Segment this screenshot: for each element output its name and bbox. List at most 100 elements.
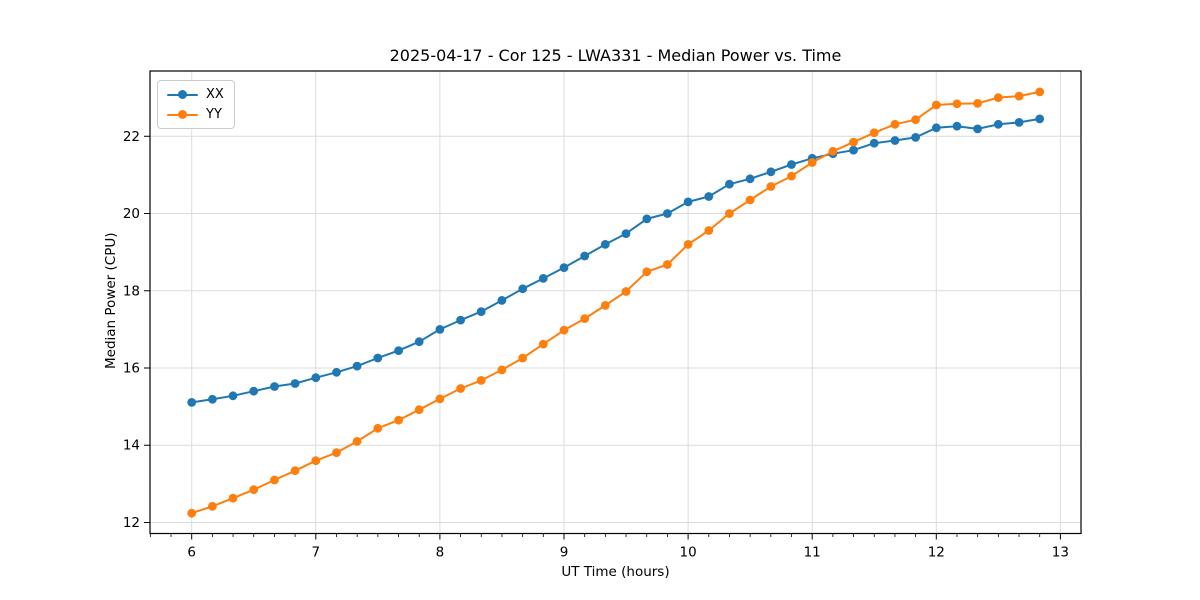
- data-point-yy: [270, 475, 279, 485]
- data-point-xx: [290, 379, 300, 388]
- x-tick-label: 10: [680, 545, 697, 561]
- data-point-xx: [518, 284, 528, 294]
- data-point-yy: [663, 260, 672, 269]
- legend-swatch-xx: [167, 89, 198, 100]
- data-point-yy: [435, 394, 445, 404]
- data-point-xx: [931, 123, 941, 133]
- data-point-yy: [352, 437, 362, 446]
- data-point-yy: [911, 115, 920, 125]
- data-point-yy: [807, 158, 817, 167]
- data-point-xx: [621, 229, 631, 239]
- data-point-xx: [993, 119, 1003, 129]
- data-point-xx: [414, 337, 424, 347]
- data-point-yy: [642, 267, 652, 277]
- legend-item-yy: YY: [167, 106, 224, 123]
- data-point-xx: [332, 367, 341, 377]
- data-point-xx: [394, 346, 403, 355]
- data-point-xx: [580, 251, 590, 261]
- x-tick-label: 6: [187, 545, 196, 561]
- series-yy-line: [191, 90, 1040, 515]
- x-tick-label: 12: [928, 545, 945, 561]
- y-tick-label: 20: [123, 206, 140, 222]
- data-point-xx: [663, 209, 672, 218]
- data-point-yy: [828, 146, 838, 156]
- data-point-xx: [228, 391, 238, 401]
- x-tick-label: 13: [1052, 545, 1069, 561]
- legend-item-xx: XX: [167, 86, 224, 103]
- data-point-yy: [311, 456, 321, 466]
- data-point-xx: [869, 138, 879, 148]
- data-point-yy: [249, 485, 259, 495]
- data-point-yy: [683, 240, 693, 249]
- data-point-yy: [704, 226, 714, 235]
- data-point-xx: [849, 145, 858, 155]
- data-point-yy: [621, 287, 631, 296]
- y-tick-labels: 12 14 16 18 20 22: [123, 129, 140, 531]
- data-point-xx: [249, 386, 259, 396]
- data-point-yy: [890, 119, 900, 129]
- data-point-xx: [642, 214, 652, 224]
- data-point-xx: [373, 353, 383, 363]
- axis-ticks: [144, 135, 1061, 540]
- data-point-xx: [973, 124, 982, 134]
- data-point-xx: [476, 307, 486, 316]
- series-xx: [187, 114, 1045, 407]
- x-tick-label: 7: [312, 545, 321, 561]
- y-tick-label: 22: [123, 129, 140, 145]
- data-point-xx: [208, 394, 217, 404]
- y-tick-label: 14: [123, 438, 140, 454]
- grid-lines: [150, 71, 1081, 534]
- data-point-yy: [973, 99, 982, 108]
- data-point-yy: [952, 99, 962, 109]
- data-point-yy: [373, 423, 383, 433]
- legend-swatch-yy: [167, 109, 198, 120]
- data-point-yy: [394, 415, 403, 425]
- data-point-yy: [208, 501, 217, 511]
- x-tick-label: 9: [560, 545, 569, 561]
- data-point-yy: [787, 171, 796, 181]
- data-point-yy: [766, 182, 776, 191]
- data-point-yy: [332, 448, 341, 457]
- data-point-yy: [600, 301, 610, 310]
- data-point-yy: [849, 137, 858, 147]
- data-point-yy: [1035, 87, 1045, 97]
- data-point-yy: [414, 405, 424, 415]
- data-point-xx: [725, 179, 734, 189]
- series-xx-line: [191, 117, 1040, 404]
- data-point-xx: [911, 133, 920, 142]
- data-point-yy: [559, 325, 569, 335]
- data-point-xx: [704, 192, 714, 201]
- data-point-xx: [311, 373, 321, 383]
- x-tick-label: 8: [436, 545, 445, 561]
- data-point-xx: [187, 398, 197, 407]
- series-yy: [187, 87, 1045, 518]
- y-tick-label: 18: [123, 283, 140, 299]
- data-point-xx: [745, 174, 755, 184]
- legend-marker-icon-xx: [178, 89, 187, 99]
- y-axis-label: Median Power (CPU): [103, 232, 119, 369]
- data-point-xx: [435, 325, 445, 334]
- data-point-xx: [787, 160, 796, 169]
- data-point-xx: [559, 263, 569, 272]
- x-tick-label: 11: [804, 545, 821, 561]
- y-tick-label: 12: [123, 515, 140, 531]
- data-point-xx: [952, 121, 962, 131]
- data-point-yy: [869, 128, 879, 138]
- data-point-xx: [683, 197, 693, 207]
- legend: XX YY: [157, 80, 235, 129]
- data-point-xx: [1014, 118, 1024, 127]
- data-point-yy: [1014, 91, 1024, 101]
- data-point-yy: [580, 314, 590, 323]
- data-point-xx: [270, 382, 279, 391]
- data-point-yy: [518, 353, 528, 363]
- data-point-yy: [456, 384, 465, 393]
- x-tick-labels: 6 7 8 9 10 11 12 13: [187, 545, 1069, 561]
- data-point-yy: [538, 339, 548, 349]
- data-point-yy: [228, 493, 238, 503]
- y-tick-label: 16: [123, 361, 140, 377]
- data-point-yy: [476, 376, 486, 385]
- plot-frame: [149, 70, 1082, 535]
- data-point-yy: [187, 508, 197, 518]
- data-point-xx: [600, 240, 610, 249]
